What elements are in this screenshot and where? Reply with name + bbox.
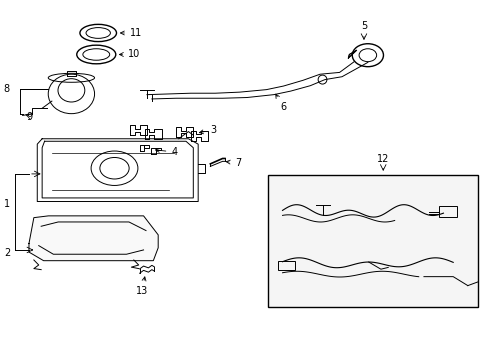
Polygon shape <box>29 216 158 261</box>
Text: 11: 11 <box>120 28 142 38</box>
Text: 2: 2 <box>4 248 10 258</box>
Text: 8: 8 <box>3 84 9 94</box>
Text: 13: 13 <box>136 277 148 296</box>
Bar <box>277 261 294 270</box>
Text: 4: 4 <box>155 147 177 157</box>
Text: 6: 6 <box>275 94 286 112</box>
Text: 12: 12 <box>376 154 388 164</box>
Text: 1: 1 <box>4 199 10 210</box>
Text: 10: 10 <box>119 49 140 59</box>
Text: 5: 5 <box>360 21 366 31</box>
Text: 7: 7 <box>226 158 241 168</box>
Text: 3: 3 <box>199 125 216 135</box>
Bar <box>267 175 477 307</box>
Text: 9: 9 <box>26 112 32 122</box>
Bar <box>438 206 456 217</box>
